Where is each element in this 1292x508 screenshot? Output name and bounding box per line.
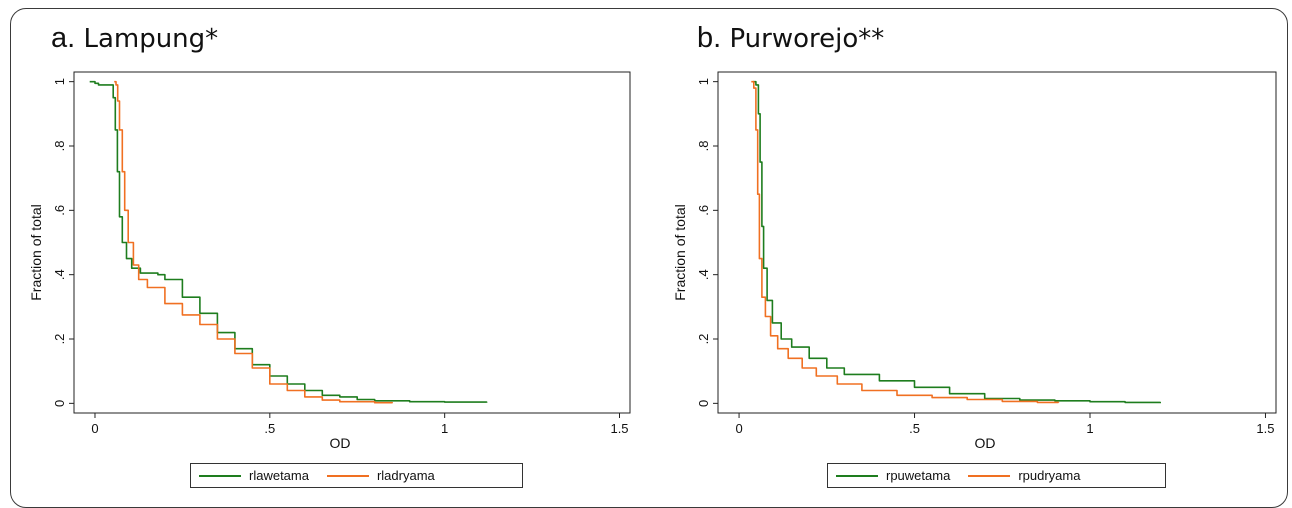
chart-title-text: Purworejo**	[721, 24, 885, 54]
y-axis: 0 .2 .4 .6 .8 1	[52, 78, 74, 407]
legend: rpuwetama rpudryama	[827, 463, 1166, 488]
chart-title-text: Lampung*	[75, 24, 219, 54]
legend-entry: rpudryama	[968, 468, 1080, 483]
series-rlawetama	[89, 80, 488, 403]
x-tick-label: 0	[91, 421, 98, 436]
legend-entry: rladryama	[326, 468, 435, 483]
chart-title: b. Purworejo**	[697, 22, 884, 55]
plot-area	[717, 71, 1277, 414]
legend-label: rlawetama	[249, 468, 309, 483]
y-axis-label: Fraction of total	[672, 204, 688, 301]
legend-entry: rpuwetama	[836, 468, 950, 483]
y-tick-label: .2	[696, 334, 711, 345]
legend-label: rpuwetama	[886, 468, 951, 483]
y-axis-label: Fraction of total	[28, 204, 44, 301]
x-tick-label: 1.5	[1256, 421, 1274, 436]
series-line	[114, 80, 393, 404]
series-rladryama	[114, 80, 393, 404]
series-line	[751, 80, 1060, 404]
panel-a: a. Lampung* 0 .5 1 1.5 OD 0 .2 .4 .6 .8 1 Fraction …	[0, 0, 646, 493]
x-tick-label: 1	[1086, 421, 1093, 436]
series-line	[89, 80, 488, 403]
legend: rlawetama rladryama	[190, 463, 523, 488]
series-rpuwetama	[753, 80, 1161, 404]
y-tick-label: .6	[696, 205, 711, 216]
x-axis-label: OD	[330, 435, 351, 451]
y-tick-label: .2	[52, 334, 67, 345]
x-tick-label: 0	[735, 421, 742, 436]
y-tick-label: .4	[696, 269, 711, 280]
x-axis-label: OD	[975, 435, 996, 451]
y-tick-label: 1	[52, 78, 67, 85]
legend-entry: rlawetama	[199, 468, 309, 483]
legend-swatch	[326, 474, 369, 477]
series-rpudryama	[751, 80, 1060, 404]
x-axis: 0 .5 1 1.5	[735, 413, 1275, 436]
legend-swatch	[199, 474, 241, 477]
chart-title-letter: b.	[697, 22, 722, 54]
y-tick-label: 1	[696, 78, 711, 85]
chart-title: a. Lampung*	[51, 22, 218, 55]
panel-b: b. Purworejo** 0 .5 1 1.5 OD 0 .2 .4 .6 .8 1 Fracti…	[646, 0, 1292, 493]
legend-swatch	[968, 474, 1011, 477]
legend-swatch	[836, 474, 878, 477]
chart-title-letter: a.	[51, 22, 76, 54]
y-tick-label: .8	[52, 141, 67, 152]
x-tick-label: .5	[909, 421, 920, 436]
y-tick-label: .8	[696, 141, 711, 152]
line-chart: 0 .5 1 1.5 OD 0 .2 .4 .6 .8 1 Fraction of total	[28, 71, 631, 451]
x-axis: 0 .5 1 1.5	[91, 413, 629, 436]
legend-label: rladryama	[376, 468, 435, 483]
line-chart: 0 .5 1 1.5 OD 0 .2 .4 .6 .8 1 Fraction of total	[672, 71, 1277, 451]
y-tick-label: .4	[52, 269, 67, 280]
x-tick-label: 1	[441, 421, 448, 436]
x-tick-label: .5	[264, 421, 275, 436]
y-tick-label: 0	[52, 400, 67, 407]
x-tick-label: 1.5	[610, 421, 628, 436]
legend-label: rpudryama	[1018, 468, 1081, 483]
plot-area	[73, 71, 631, 414]
series-line	[753, 80, 1161, 404]
y-tick-label: 0	[696, 400, 711, 407]
y-axis: 0 .2 .4 .6 .8 1	[696, 78, 718, 407]
y-tick-label: .6	[52, 205, 67, 216]
